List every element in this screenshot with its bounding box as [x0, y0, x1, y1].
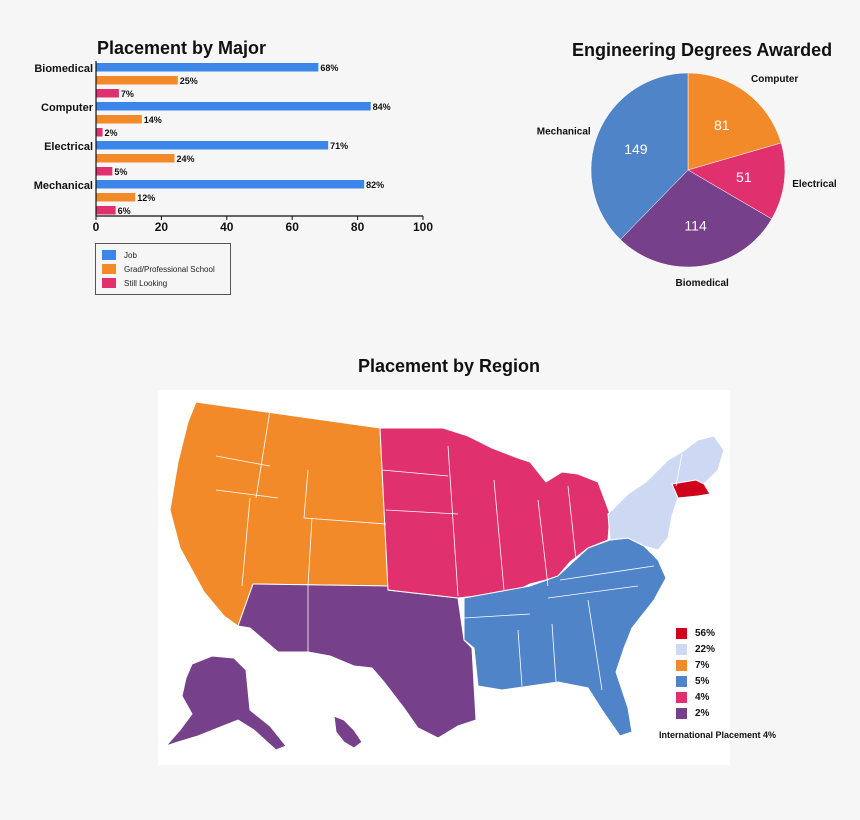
- data-label: 68%: [320, 63, 338, 73]
- slice-category-label: Electrical: [792, 179, 837, 190]
- category-label: Biomedical: [34, 63, 93, 75]
- slice-value-label: 114: [684, 218, 707, 234]
- map-legend-item-midwest: 4%: [676, 690, 709, 704]
- map-legend-item-southwest: 2%: [676, 706, 709, 720]
- legend-label: 5%: [695, 675, 710, 687]
- legend-swatch: [102, 250, 116, 260]
- legend-label: 4%: [695, 691, 710, 703]
- map-legend-item-northeast: 22%: [676, 642, 715, 656]
- region-hawaii: [333, 715, 363, 749]
- data-label: 2%: [105, 128, 118, 138]
- x-tick-label: 100: [413, 220, 433, 234]
- bar: [96, 115, 142, 124]
- region-alaska: [164, 655, 287, 751]
- x-tick-label: 0: [93, 220, 100, 234]
- slice-value-label: 51: [736, 169, 752, 185]
- bar: [96, 76, 178, 85]
- legend-swatch: [676, 691, 687, 703]
- data-label: 12%: [137, 193, 155, 203]
- legend-swatch: [676, 627, 687, 639]
- bar: [96, 167, 113, 176]
- pie-slice: [590, 72, 689, 240]
- legend-item-grad-school: Grad/Professional School: [102, 263, 215, 275]
- x-tick-label: 20: [155, 220, 169, 234]
- pie-slice: [687, 142, 786, 220]
- map-legend-item-west: 7%: [676, 658, 709, 672]
- bar: [96, 63, 319, 72]
- map-legend-item-massachusetts: 56%: [676, 626, 715, 640]
- bar: [96, 128, 103, 137]
- region-southwest: [237, 583, 477, 739]
- legend-label: 2%: [695, 707, 710, 719]
- legend-swatch: [676, 675, 687, 687]
- data-label: 24%: [176, 154, 194, 164]
- bar: [96, 141, 329, 150]
- legend-label: Grad/Professional School: [124, 264, 215, 274]
- pie-slice: [687, 72, 782, 171]
- pie-chart-title: Engineering Degrees Awarded: [572, 40, 833, 60]
- x-tick-label: 40: [220, 220, 234, 234]
- bar: [96, 193, 136, 202]
- bar: [96, 206, 116, 215]
- legend-label: 7%: [695, 659, 710, 671]
- bar: [96, 102, 371, 111]
- bar: [96, 180, 365, 189]
- data-label: 25%: [180, 76, 198, 86]
- bar: [96, 154, 175, 163]
- map-panel: [158, 390, 730, 765]
- data-label: 84%: [373, 102, 391, 112]
- data-label: 71%: [330, 141, 348, 151]
- legend-item-still-looking: Still Looking: [102, 277, 167, 289]
- pie-slice: [620, 169, 773, 268]
- state-borders: [215, 409, 683, 691]
- map-title: Placement by Region: [358, 356, 541, 376]
- region-massachusetts: [671, 479, 711, 499]
- slice-category-label: Biomedical: [675, 278, 729, 289]
- category-label: Mechanical: [34, 180, 93, 192]
- legend-label: Job: [124, 250, 137, 260]
- bar-chart-title: Placement by Major: [97, 38, 267, 58]
- data-label: 6%: [118, 206, 131, 216]
- slice-value-label: 149: [624, 141, 648, 157]
- slice-category-label: Mechanical: [537, 126, 591, 137]
- slice-category-label: Computer: [751, 74, 798, 85]
- category-label: Computer: [41, 102, 94, 114]
- bar-chart: Biomedical 68% 25% 7% Computer 84% 14% 2% Electr…: [34, 61, 433, 234]
- map-legend-item-southeast: 5%: [676, 674, 709, 688]
- data-label: 14%: [144, 115, 162, 125]
- legend-swatch: [676, 643, 687, 655]
- legend-swatch: [102, 278, 116, 288]
- legend-swatch: [102, 264, 116, 274]
- data-label: 5%: [114, 167, 127, 177]
- legend-label: 22%: [695, 643, 716, 655]
- legend-label: Still Looking: [124, 278, 168, 288]
- x-tick-label: 60: [286, 220, 300, 234]
- x-tick-label: 80: [351, 220, 365, 234]
- slice-value-label: 81: [714, 117, 730, 133]
- data-label: 7%: [121, 89, 134, 99]
- pie-chart: 81 Computer 51 Electrical 114 Biomedical 149 Me…: [537, 72, 837, 289]
- legend-swatch: [676, 659, 687, 671]
- bar: [96, 89, 119, 98]
- international-placement-note: International Placement 4%: [659, 730, 777, 740]
- data-label: 82%: [366, 180, 384, 190]
- bar-chart-legend: Job Grad/Professional School Still Looki…: [95, 243, 231, 295]
- legend-swatch: [676, 707, 687, 719]
- category-label: Electrical: [44, 141, 93, 153]
- region-northeast: [607, 435, 725, 551]
- legend-label: 56%: [695, 627, 716, 639]
- us-region-map: [164, 401, 725, 751]
- legend-item-job: Job: [102, 249, 137, 261]
